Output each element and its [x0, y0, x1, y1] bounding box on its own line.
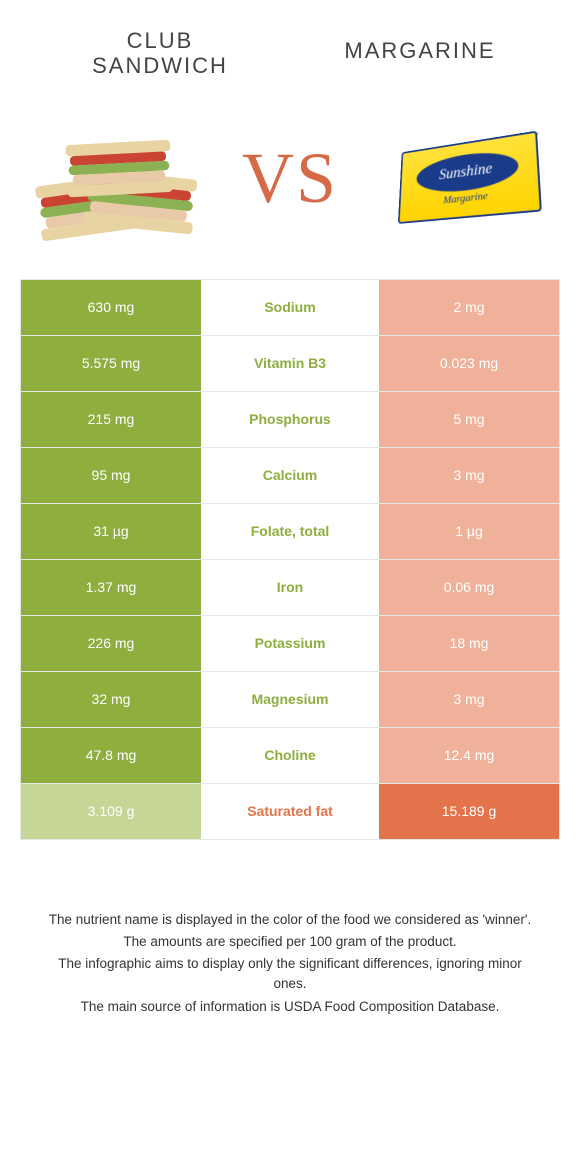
sandwich-icon: [30, 109, 200, 249]
right-value: 5 mg: [379, 392, 559, 447]
left-food-title: CLUB SANDWICH: [60, 28, 260, 79]
left-value: 3.109 g: [21, 784, 201, 839]
left-value: 226 mg: [21, 616, 201, 671]
table-row: 95 mgCalcium3 mg: [21, 448, 559, 504]
nutrient-label: Phosphorus: [201, 392, 379, 447]
left-value: 215 mg: [21, 392, 201, 447]
right-value: 0.023 mg: [379, 336, 559, 391]
left-food-title-line2: SANDWICH: [92, 53, 228, 78]
right-value: 15.189 g: [379, 784, 559, 839]
footnote-line: The main source of information is USDA F…: [40, 997, 540, 1017]
table-row: 630 mgSodium2 mg: [21, 280, 559, 336]
margarine-icon: Sunshine Margarine: [380, 109, 550, 249]
table-row: 3.109 gSaturated fat15.189 g: [21, 784, 559, 840]
nutrient-table: 630 mgSodium2 mg5.575 mgVitamin B30.023 …: [20, 279, 560, 840]
left-value: 95 mg: [21, 448, 201, 503]
left-food-title-line1: CLUB: [127, 28, 194, 53]
left-value: 47.8 mg: [21, 728, 201, 783]
table-row: 32 mgMagnesium3 mg: [21, 672, 559, 728]
right-value: 18 mg: [379, 616, 559, 671]
nutrient-label: Potassium: [201, 616, 379, 671]
right-value: 2 mg: [379, 280, 559, 335]
right-food-title: MARGARINE: [320, 28, 520, 79]
left-value: 31 µg: [21, 504, 201, 559]
nutrient-label: Saturated fat: [201, 784, 379, 839]
nutrient-label: Sodium: [201, 280, 379, 335]
right-value: 0.06 mg: [379, 560, 559, 615]
footnotes: The nutrient name is displayed in the co…: [0, 840, 580, 1017]
left-value: 1.37 mg: [21, 560, 201, 615]
right-value: 12.4 mg: [379, 728, 559, 783]
footnote-line: The nutrient name is displayed in the co…: [40, 910, 540, 930]
header: CLUB SANDWICH MARGARINE: [0, 0, 580, 89]
footnote-line: The infographic aims to display only the…: [40, 954, 540, 995]
table-row: 226 mgPotassium18 mg: [21, 616, 559, 672]
table-row: 31 µgFolate, total1 µg: [21, 504, 559, 560]
right-value: 3 mg: [379, 672, 559, 727]
right-value: 3 mg: [379, 448, 559, 503]
nutrient-label: Choline: [201, 728, 379, 783]
footnote-line: The amounts are specified per 100 gram o…: [40, 932, 540, 952]
table-row: 1.37 mgIron0.06 mg: [21, 560, 559, 616]
table-row: 47.8 mgCholine12.4 mg: [21, 728, 559, 784]
vs-label: VS: [242, 137, 338, 220]
left-value: 32 mg: [21, 672, 201, 727]
nutrient-label: Calcium: [201, 448, 379, 503]
right-value: 1 µg: [379, 504, 559, 559]
nutrient-label: Vitamin B3: [201, 336, 379, 391]
nutrient-label: Iron: [201, 560, 379, 615]
left-value: 5.575 mg: [21, 336, 201, 391]
nutrient-label: Folate, total: [201, 504, 379, 559]
hero-row: VS Sunshine Margarine: [0, 89, 580, 279]
left-value: 630 mg: [21, 280, 201, 335]
table-row: 5.575 mgVitamin B30.023 mg: [21, 336, 559, 392]
table-row: 215 mgPhosphorus5 mg: [21, 392, 559, 448]
nutrient-label: Magnesium: [201, 672, 379, 727]
